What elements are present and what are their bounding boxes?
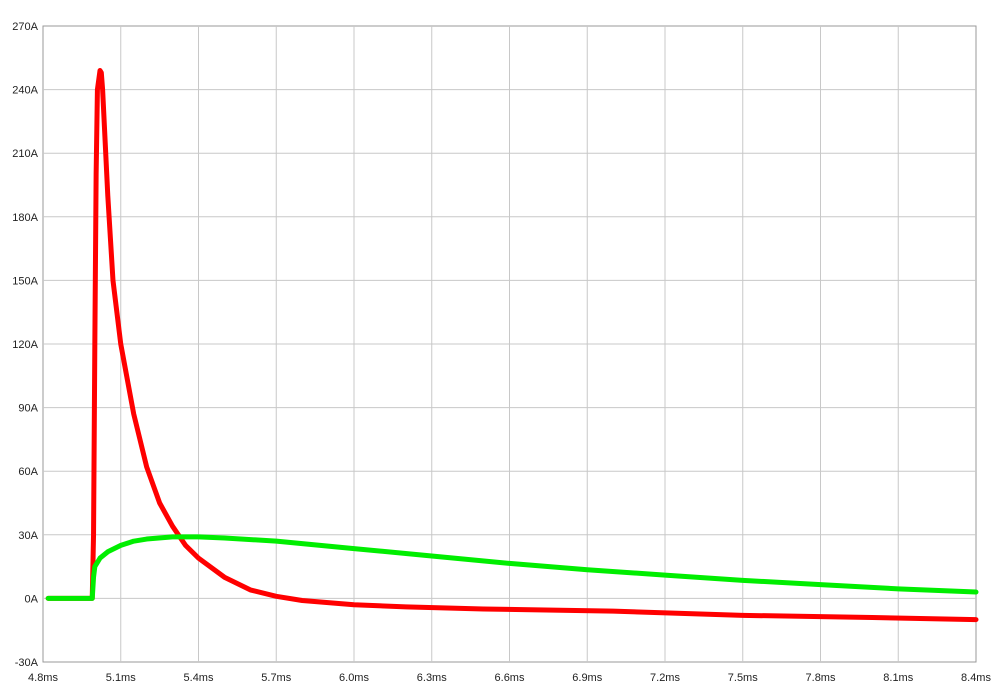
x-tick-label: 7.8ms — [806, 672, 836, 684]
series-line-2 — [45, 534, 979, 601]
y-tick-label: 60A — [18, 466, 38, 478]
x-tick-label: 6.9ms — [572, 672, 602, 684]
y-tick-label: 120A — [12, 339, 38, 351]
x-tick-label: 8.4ms — [961, 672, 991, 684]
y-tick-label: -30A — [15, 657, 39, 669]
x-tick-label: 4.8ms — [28, 672, 58, 684]
x-tick-label: 5.7ms — [261, 672, 291, 684]
y-tick-label: 30A — [18, 530, 38, 542]
x-tick-label: 6.6ms — [495, 672, 525, 684]
y-tick-label: 240A — [12, 85, 38, 97]
x-axis-ticks: 4.8ms 5.1ms 5.4ms 5.7ms 6.0ms 6.3ms 6.6ms 6.9ms… — [28, 672, 991, 684]
y-tick-label: 180A — [12, 212, 38, 224]
y-axis-ticks: -30A 0A 30A 60A 90A 120A 150A 180A 210A 240A 270A — [12, 21, 38, 669]
x-tick-label: 5.4ms — [184, 672, 214, 684]
x-tick-label: 5.1ms — [106, 672, 136, 684]
series-line-1 — [45, 68, 979, 623]
x-tick-label: 6.3ms — [417, 672, 447, 684]
grid — [43, 26, 976, 662]
y-tick-label: 0A — [25, 593, 39, 605]
x-tick-label: 8.1ms — [883, 672, 913, 684]
x-tick-label: 6.0ms — [339, 672, 369, 684]
y-tick-label: 270A — [12, 21, 38, 33]
x-tick-label: 7.2ms — [650, 672, 680, 684]
x-tick-label: 7.5ms — [728, 672, 758, 684]
y-tick-label: 90A — [18, 403, 38, 415]
series-group — [45, 68, 979, 623]
y-tick-label: 210A — [12, 148, 38, 160]
y-tick-label: 150A — [12, 275, 38, 287]
